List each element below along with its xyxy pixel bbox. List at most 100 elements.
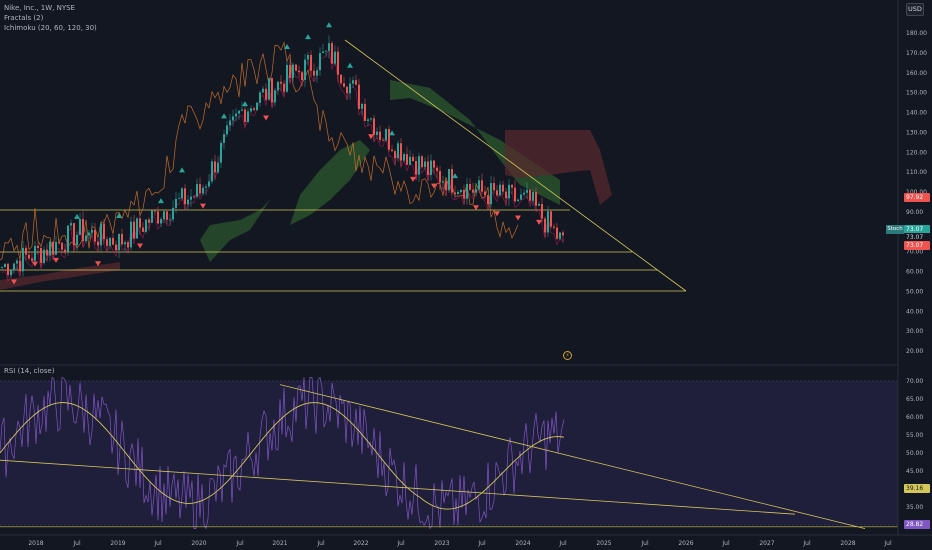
candle-body xyxy=(214,161,216,173)
time-axis-label: 2023 xyxy=(434,540,449,547)
candle-body xyxy=(175,198,177,208)
dividend-event-icon[interactable]: ⚡ xyxy=(563,351,572,360)
candle-body xyxy=(253,108,255,110)
rsi-indicator-label[interactable]: RSI (14, close) xyxy=(4,367,55,375)
price-tag-name: Stoch xyxy=(886,225,904,234)
candle-body xyxy=(310,54,312,71)
candle-body xyxy=(193,196,195,198)
candle-body xyxy=(187,199,189,205)
time-axis-label: 2028 xyxy=(840,540,855,547)
candle-body xyxy=(88,232,90,236)
candle-body xyxy=(484,191,486,196)
candle-body xyxy=(529,189,531,201)
candle-body xyxy=(10,270,12,276)
candle-body xyxy=(433,160,435,168)
candle-body xyxy=(172,207,174,220)
fractal-up-marker xyxy=(305,34,311,40)
candle-body xyxy=(136,218,138,239)
ichimoku-lagging-span xyxy=(0,41,519,261)
fractal-down-marker xyxy=(32,261,38,267)
candle-body xyxy=(112,237,114,245)
fractal-up-marker xyxy=(347,62,353,68)
candle-body xyxy=(124,242,126,245)
price-axis-tick: 50.00 xyxy=(906,288,923,295)
fractal-up-marker xyxy=(326,22,332,28)
candle-body xyxy=(361,103,363,109)
candle-body xyxy=(211,161,213,182)
currency-button[interactable]: USD xyxy=(906,3,924,16)
candle-body xyxy=(220,142,222,163)
candle-body xyxy=(106,239,108,246)
rsi-line xyxy=(0,376,565,530)
candle-body xyxy=(271,78,273,103)
rsi-axis-tick: 70.00 xyxy=(906,378,923,385)
candle-body xyxy=(295,64,297,71)
candle-body xyxy=(322,51,324,54)
symbol-title[interactable]: Nike, Inc., 1W, NYSE xyxy=(4,4,75,12)
candle-body xyxy=(34,245,36,261)
ichimoku-cloud-green-early xyxy=(290,140,370,225)
price-axis-tick: 100.00 xyxy=(906,189,927,196)
price-axis-tick: 20.00 xyxy=(906,348,923,355)
candle-body xyxy=(319,53,321,71)
candle-body xyxy=(349,83,351,94)
candle-body xyxy=(415,160,417,175)
rsi-axis-tick: 55.00 xyxy=(906,432,923,439)
candle-body xyxy=(250,108,252,112)
fractal-up-marker xyxy=(158,198,164,204)
candle-body xyxy=(70,223,72,226)
time-axis-label: 2024 xyxy=(515,540,530,547)
candle-body xyxy=(64,249,66,252)
price-axis-tick: 160.00 xyxy=(906,70,927,77)
fractal-up-marker xyxy=(74,213,80,219)
rsi-value-label: 28.82 xyxy=(904,520,930,529)
candle-body xyxy=(490,183,492,205)
time-axis-label: Jul xyxy=(316,540,325,547)
candle-body xyxy=(229,120,231,126)
candle-body xyxy=(376,131,378,135)
time-axis-label: 2027 xyxy=(759,540,774,547)
candle-body xyxy=(343,83,345,87)
candle-body xyxy=(55,241,57,255)
candle-body xyxy=(22,247,24,272)
ichimoku-indicator-label[interactable]: Ichimoku (20, 60, 120, 30) xyxy=(4,24,97,32)
candle-body xyxy=(385,129,387,141)
candle-body xyxy=(190,196,192,200)
candle-body xyxy=(469,184,471,190)
candle-body xyxy=(121,233,123,245)
price-axis-tick: 180.00 xyxy=(906,30,927,37)
candle-body xyxy=(439,171,441,183)
fractal-down-marker xyxy=(431,183,437,189)
fractals-indicator-label[interactable]: Fractals (2) xyxy=(4,14,44,22)
candle-body xyxy=(505,191,507,199)
fractal-down-marker xyxy=(494,211,500,217)
candle-body xyxy=(535,192,537,206)
price-axis-tick: 150.00 xyxy=(906,90,927,97)
candle-body xyxy=(364,103,366,121)
candle-body xyxy=(511,184,513,188)
candle-body xyxy=(457,191,459,195)
ichimoku-cloud-red xyxy=(505,130,612,205)
candle-body xyxy=(547,211,549,233)
candle-body xyxy=(298,70,300,73)
candle-body xyxy=(232,116,234,121)
candle-body xyxy=(532,192,534,201)
candle-body xyxy=(97,241,99,246)
candle-body xyxy=(316,70,318,76)
candle-body xyxy=(241,109,243,111)
candle-body xyxy=(13,263,15,271)
ichimoku-cloud-red-2018 xyxy=(0,262,120,290)
rsi-axis-tick: 60.00 xyxy=(906,414,923,421)
candle-body xyxy=(307,54,309,60)
candle-body xyxy=(340,74,342,84)
time-axis-label: Jul xyxy=(72,540,81,547)
candle-body xyxy=(277,81,279,91)
candle-body xyxy=(334,51,336,64)
candle-body xyxy=(148,219,150,223)
fractal-down-marker xyxy=(368,134,374,140)
candle-body xyxy=(25,247,27,255)
candle-body xyxy=(283,83,285,92)
candle-body xyxy=(100,223,102,246)
